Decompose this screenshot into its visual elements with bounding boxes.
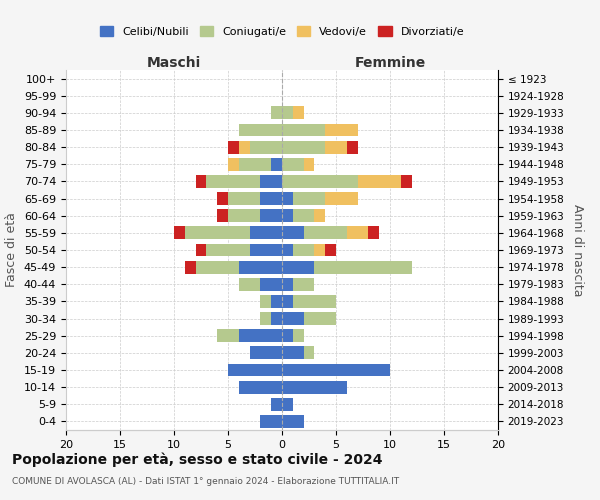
Bar [239,124,282,136]
Bar [282,398,293,410]
Bar [325,140,347,153]
Y-axis label: Anni di nascita: Anni di nascita [571,204,584,296]
Bar [358,175,401,188]
Bar [282,346,304,360]
Bar [282,210,293,222]
Bar [239,260,282,274]
Bar [260,175,282,188]
Bar [185,226,250,239]
Bar [293,106,304,120]
Bar [260,278,282,290]
Bar [228,140,239,153]
Text: Popolazione per età, sesso e stato civile - 2024: Popolazione per età, sesso e stato civil… [12,452,383,467]
Bar [260,210,282,222]
Text: COMUNE DI AVOLASCA (AL) - Dati ISTAT 1° gennaio 2024 - Elaborazione TUTTITALIA.I: COMUNE DI AVOLASCA (AL) - Dati ISTAT 1° … [12,478,399,486]
Bar [282,364,390,376]
Bar [260,192,282,205]
Bar [282,380,347,394]
Bar [260,295,271,308]
Text: Femmine: Femmine [355,56,425,70]
Bar [239,330,282,342]
Bar [282,226,304,239]
Bar [260,415,282,428]
Bar [228,364,282,376]
Bar [174,226,185,239]
Bar [196,175,206,188]
Bar [368,226,379,239]
Bar [250,346,282,360]
Text: Maschi: Maschi [147,56,201,70]
Bar [239,158,271,170]
Bar [314,210,325,222]
Bar [282,260,314,274]
Bar [271,295,282,308]
Bar [347,140,358,153]
Bar [250,244,282,256]
Bar [282,278,293,290]
Bar [271,398,282,410]
Bar [282,295,293,308]
Bar [260,312,271,325]
Bar [282,124,325,136]
Bar [304,226,347,239]
Bar [217,330,239,342]
Bar [325,244,336,256]
Bar [228,192,260,205]
Bar [314,244,325,256]
Bar [325,124,358,136]
Bar [293,330,304,342]
Bar [293,210,314,222]
Bar [314,260,412,274]
Bar [282,312,304,325]
Bar [271,106,282,120]
Bar [206,175,260,188]
Bar [282,192,293,205]
Bar [228,158,239,170]
Bar [282,330,293,342]
Bar [401,175,412,188]
Bar [293,295,336,308]
Bar [304,346,314,360]
Bar [250,140,282,153]
Bar [304,158,314,170]
Bar [282,244,293,256]
Bar [325,192,358,205]
Bar [293,278,314,290]
Bar [185,260,196,274]
Bar [196,244,206,256]
Bar [282,175,358,188]
Bar [239,380,282,394]
Bar [293,192,325,205]
Y-axis label: Fasce di età: Fasce di età [5,212,19,288]
Bar [250,226,282,239]
Bar [196,260,239,274]
Bar [347,226,368,239]
Bar [282,158,304,170]
Bar [282,106,293,120]
Bar [239,278,260,290]
Bar [239,140,250,153]
Bar [293,244,314,256]
Bar [206,244,250,256]
Bar [228,210,260,222]
Bar [282,140,325,153]
Bar [217,210,228,222]
Bar [304,312,336,325]
Bar [217,192,228,205]
Bar [282,415,304,428]
Bar [271,312,282,325]
Bar [271,158,282,170]
Legend: Celibi/Nubili, Coniugati/e, Vedovi/e, Divorziati/e: Celibi/Nubili, Coniugati/e, Vedovi/e, Di… [95,22,469,41]
